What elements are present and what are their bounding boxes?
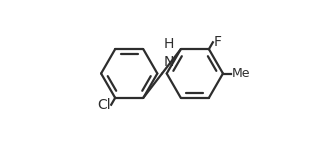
Text: Me: Me [232,67,250,80]
Text: N: N [163,55,174,69]
Text: F: F [213,35,221,49]
Text: H: H [163,37,174,51]
Text: Cl: Cl [97,98,111,112]
